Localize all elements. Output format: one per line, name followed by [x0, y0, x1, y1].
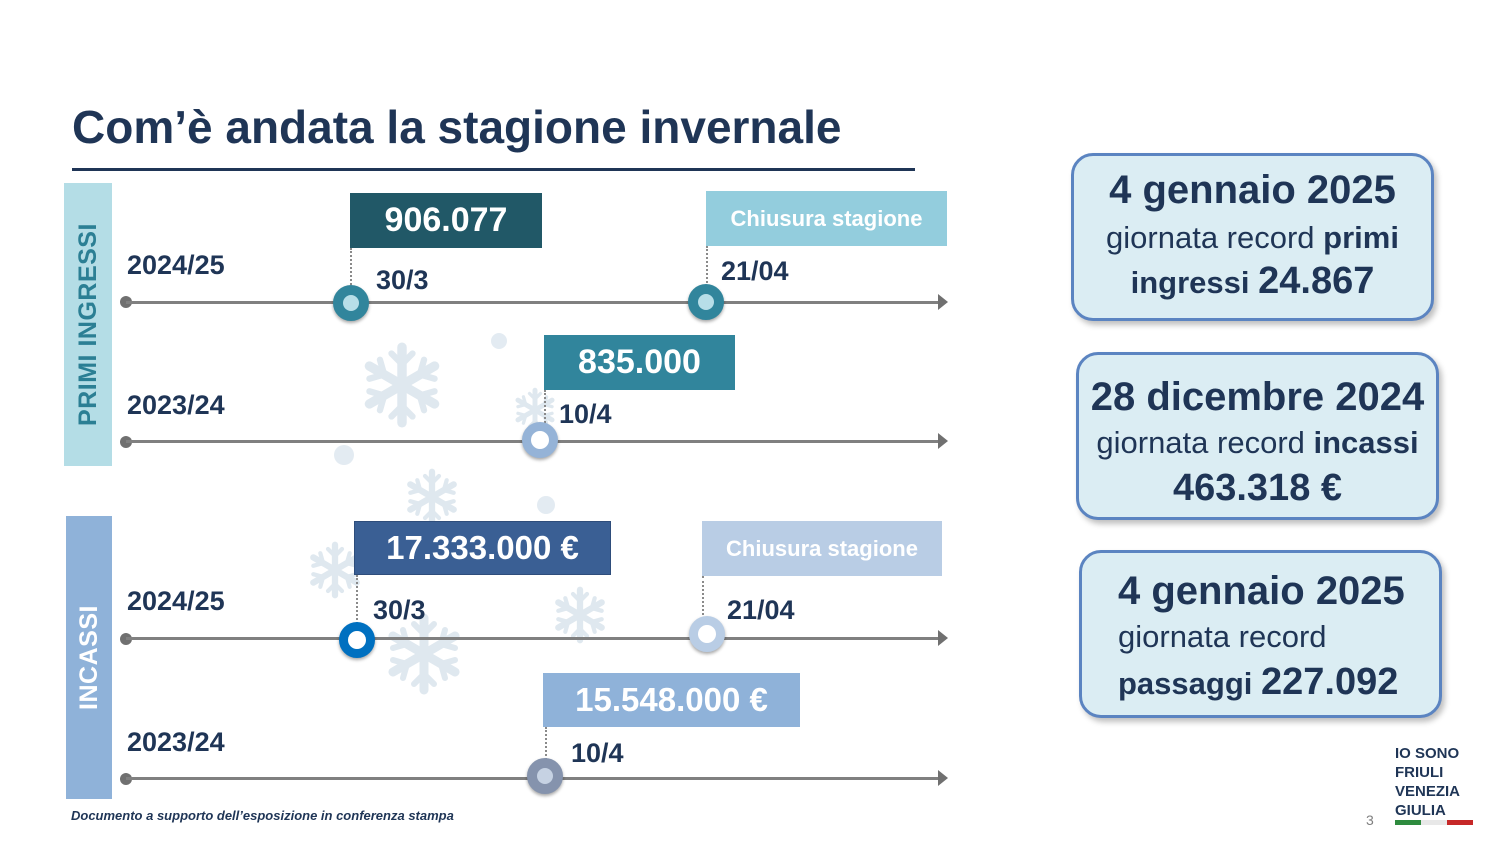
date-label: 30/3	[373, 595, 426, 625]
year-label: 2023/24	[127, 727, 225, 757]
dotted-connector	[350, 248, 352, 300]
record-value-line: ingressi 24.867	[1130, 260, 1375, 302]
timeline-axis	[126, 301, 938, 304]
record-value-line: passaggi 227.092	[1118, 661, 1399, 703]
year-label: 2023/24	[127, 390, 225, 420]
arrow-icon	[938, 770, 948, 786]
closing-box: Chiusura stagione	[706, 191, 947, 246]
arrow-icon	[938, 630, 948, 646]
timeline-marker	[688, 284, 724, 320]
date-label: 10/4	[559, 399, 612, 429]
record-value: 463.318 €	[1172, 467, 1343, 509]
date-label: 10/4	[571, 738, 624, 768]
dotted-connector	[356, 575, 358, 635]
title-underline	[72, 168, 915, 171]
page-number: 3	[1366, 812, 1374, 828]
timeline-marker	[333, 285, 369, 321]
timeline-axis	[126, 637, 938, 640]
dotted-connector	[702, 576, 704, 631]
section-label-primi-ingressi: PRIMI INGRESSI	[64, 183, 112, 466]
timeline-marker	[339, 622, 375, 658]
arrow-icon	[938, 433, 948, 449]
dotted-connector	[545, 727, 547, 772]
record-date: 4 gennaio 2025	[1118, 569, 1405, 613]
close-date-label: 21/04	[727, 595, 795, 625]
italian-flag-stripe	[1395, 820, 1473, 825]
year-label: 2024/25	[127, 250, 225, 280]
close-date-label: 21/04	[721, 256, 789, 286]
date-label: 30/3	[376, 265, 429, 295]
record-card-incassi: 28 dicembre 2024 giornata record incassi…	[1076, 352, 1439, 520]
record-subtitle: giornata record incassi	[1096, 425, 1419, 460]
record-subtitle: giornata record primi	[1106, 220, 1399, 255]
timeline-marker	[689, 616, 725, 652]
record-date: 4 gennaio 2025	[1109, 168, 1396, 212]
value-box-ingressi-2425: 906.077	[350, 193, 542, 248]
dotted-connector	[706, 246, 708, 298]
year-label: 2024/25	[127, 586, 225, 616]
section-label-incassi: INCASSI	[66, 516, 112, 799]
value-box-incassi-2425: 17.333.000 €	[354, 521, 611, 575]
page-title: Com’è andata la stagione invernale	[72, 101, 842, 153]
record-date: 28 dicembre 2024	[1090, 375, 1425, 419]
arrow-icon	[938, 294, 948, 310]
dotted-connector	[544, 390, 546, 438]
footnote: Documento a supporto dell’esposizione in…	[71, 808, 454, 823]
closing-box: Chiusura stagione	[702, 521, 942, 576]
timeline-marker	[527, 758, 563, 794]
record-subtitle: giornata record	[1118, 619, 1327, 654]
record-card-passaggi: 4 gennaio 2025 giornata record passaggi …	[1079, 550, 1442, 718]
record-card-primi-ingressi: 4 gennaio 2025 giornata record primi ing…	[1071, 153, 1434, 321]
value-box-ingressi-2324: 835.000	[544, 335, 735, 390]
brand-logo: IO SONO FRIULI VENEZIA GIULIA	[1395, 745, 1461, 819]
timeline-marker	[522, 422, 558, 458]
value-box-incassi-2324: 15.548.000 €	[543, 673, 800, 727]
